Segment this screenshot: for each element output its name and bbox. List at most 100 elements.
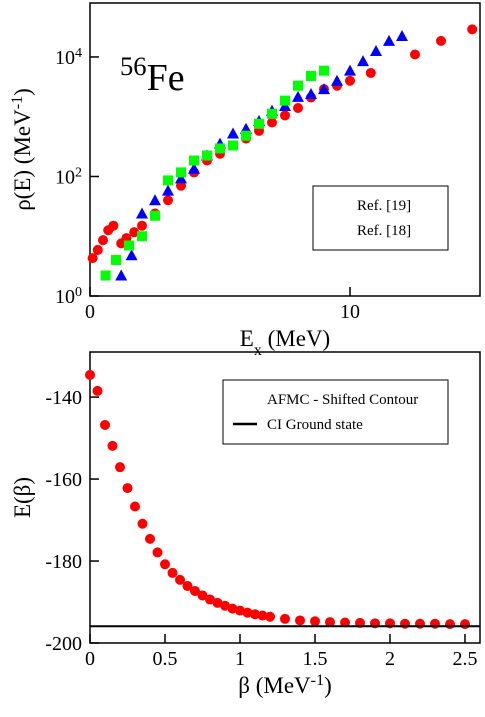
x-tick-label: 1.5 [303, 648, 328, 670]
x-axis-label: β (MeV-1) [238, 672, 331, 699]
circle-marker [205, 594, 215, 605]
circle-marker [100, 419, 110, 430]
triangle-marker [136, 207, 148, 219]
circle-marker [345, 75, 355, 86]
y-axis-label: ρ(E) (MeV-1) [9, 88, 36, 211]
circle-marker [293, 102, 303, 113]
triangle-marker [162, 184, 174, 196]
plot-frame [89, 2, 481, 297]
triangle-marker [318, 83, 330, 95]
circle-marker [430, 618, 440, 629]
plot-frame [89, 351, 481, 644]
circle-marker [235, 605, 245, 616]
square-marker [150, 210, 160, 221]
circle-marker [340, 617, 350, 628]
square-marker [254, 118, 264, 129]
circle-marker [98, 235, 108, 246]
circle-marker [467, 24, 478, 35]
triangle-marker [344, 64, 356, 76]
legend-label: AFMC - Shifted Contour [267, 392, 418, 408]
square-marker [100, 270, 111, 281]
square-marker [137, 231, 147, 242]
triangle-marker [331, 74, 343, 86]
square-marker [111, 255, 121, 266]
x-tick-label: 0 [85, 301, 95, 323]
x-tick-label: 2 [385, 648, 395, 670]
circle-marker [137, 220, 147, 231]
circle-marker [87, 253, 98, 264]
x-tick-label: 10 [340, 301, 360, 323]
circle-marker [410, 49, 420, 60]
circle-marker [365, 67, 376, 78]
square-marker [202, 150, 212, 161]
circle-marker [115, 462, 125, 473]
annotation: 56Fe [120, 51, 185, 99]
y-tick-label: 102 [55, 165, 82, 189]
circle-marker [92, 385, 103, 396]
x-tick-label: 0 [85, 648, 95, 670]
y-tick-label: -200 [45, 633, 82, 655]
circle-marker [460, 619, 470, 630]
circle-marker [108, 220, 119, 231]
circle-marker [107, 440, 118, 451]
y-tick-label: 104 [55, 45, 82, 69]
triangle-marker [149, 194, 161, 206]
square-marker [228, 140, 238, 151]
square-marker [241, 130, 251, 141]
circle-marker [137, 518, 148, 529]
x-tick-label: 2.5 [453, 648, 478, 670]
triangle-marker [227, 127, 239, 139]
triangle-marker [125, 249, 138, 261]
triangle-marker [357, 55, 369, 67]
legend-frame [312, 185, 449, 251]
circle-marker [445, 619, 455, 630]
triangle-marker [383, 34, 395, 46]
triangle-marker [188, 162, 200, 174]
circle-marker [415, 618, 425, 629]
triangle-marker [115, 269, 128, 281]
square-marker [319, 65, 329, 76]
legend-label: Ref. [19] [357, 198, 411, 214]
triangle-marker [305, 88, 317, 100]
x-tick-label: 1 [235, 648, 245, 670]
square-marker [163, 175, 173, 186]
circle-marker [280, 613, 290, 624]
circle-marker [92, 244, 103, 255]
circle-marker [163, 195, 173, 206]
circle-marker [182, 581, 193, 592]
legend: Ref. [19] Ref. [18] [312, 185, 449, 251]
circle-marker [130, 501, 140, 512]
y-tick-label: -140 [45, 387, 82, 409]
legend-label: Ref. [18] [357, 223, 411, 239]
y-tick-label: -160 [45, 469, 82, 491]
square-marker [280, 95, 290, 106]
x-axis-label: Ex (MeV) [240, 326, 330, 359]
circle-marker [400, 618, 410, 629]
y-tick-label: 100 [55, 285, 82, 309]
square-marker [306, 71, 316, 82]
circle-marker [436, 35, 446, 46]
circle-marker [167, 567, 178, 578]
circle-marker [212, 597, 223, 608]
circle-marker [325, 617, 335, 628]
square-marker [293, 80, 303, 91]
circle-marker [295, 615, 305, 626]
circle-marker [257, 610, 268, 621]
circle-marker [145, 533, 155, 544]
circle-marker [242, 607, 253, 618]
square-marker [124, 240, 134, 251]
square-marker [176, 167, 186, 178]
circle-marker [265, 611, 275, 622]
circle-marker [280, 110, 290, 121]
circle-marker [129, 227, 140, 238]
square-marker [215, 143, 225, 154]
triangle-marker [370, 44, 382, 56]
circle-marker [227, 603, 238, 614]
triangle-marker [292, 90, 304, 102]
circle-marker [122, 483, 133, 494]
circle-marker [175, 574, 185, 585]
circle-marker [197, 590, 208, 601]
legend: AFMC - Shifted Contour CI Ground state [222, 379, 449, 445]
circle-marker [160, 559, 170, 570]
